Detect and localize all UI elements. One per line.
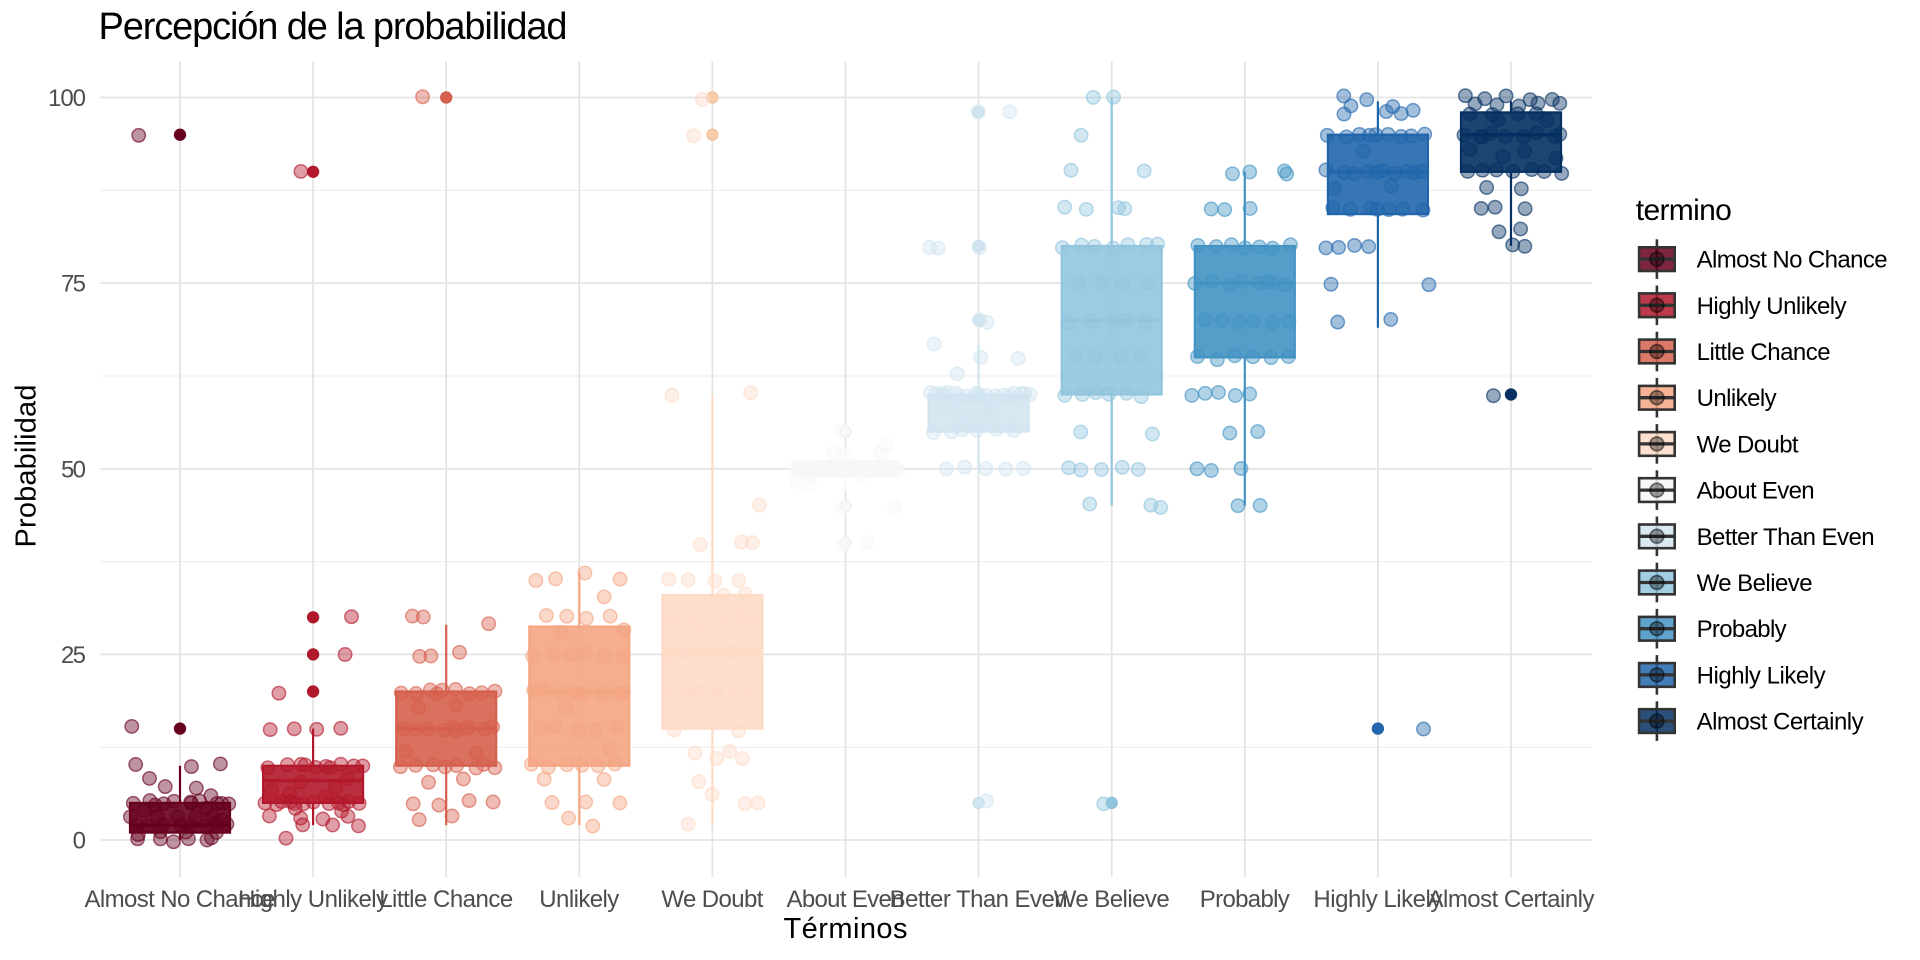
svg-text:Almost Certainly: Almost Certainly xyxy=(1697,709,1864,736)
svg-text:Highly Unlikely: Highly Unlikely xyxy=(1697,293,1847,320)
svg-text:About Even: About Even xyxy=(787,886,905,913)
svg-text:We Believe: We Believe xyxy=(1697,570,1813,597)
svg-text:Percepción de la probabilidad: Percepción de la probabilidad xyxy=(99,6,568,48)
svg-text:Little Chance: Little Chance xyxy=(1697,339,1831,366)
svg-text:Almost No Chance: Almost No Chance xyxy=(85,886,276,913)
svg-text:Almost No Chance: Almost No Chance xyxy=(1697,247,1888,274)
svg-text:Probably: Probably xyxy=(1697,616,1787,643)
svg-text:Better Than Even: Better Than Even xyxy=(1697,524,1875,551)
svg-text:Términos: Términos xyxy=(784,913,908,945)
svg-text:Highly Unlikely: Highly Unlikely xyxy=(238,886,388,913)
svg-text:50: 50 xyxy=(61,456,86,483)
svg-text:25: 25 xyxy=(61,642,86,669)
svg-text:About Even: About Even xyxy=(1697,478,1815,505)
svg-text:75: 75 xyxy=(61,271,86,298)
svg-text:0: 0 xyxy=(73,828,86,855)
svg-text:We Doubt: We Doubt xyxy=(1697,431,1799,458)
svg-text:We Believe: We Believe xyxy=(1054,886,1170,913)
svg-text:Highly Likely: Highly Likely xyxy=(1313,886,1442,913)
svg-text:Better Than Even: Better Than Even xyxy=(890,886,1068,913)
svg-text:termino: termino xyxy=(1636,194,1732,227)
svg-text:Unlikely: Unlikely xyxy=(1697,385,1777,412)
svg-text:Little Chance: Little Chance xyxy=(379,886,513,913)
svg-text:Highly Likely: Highly Likely xyxy=(1697,662,1826,689)
svg-text:Probably: Probably xyxy=(1200,886,1290,913)
svg-text:We Doubt: We Doubt xyxy=(661,886,763,913)
svg-text:Unlikely: Unlikely xyxy=(539,886,619,913)
svg-text:Almost Certainly: Almost Certainly xyxy=(1428,886,1595,913)
svg-text:100: 100 xyxy=(48,85,86,112)
svg-text:Probabilidad: Probabilidad xyxy=(11,385,43,548)
